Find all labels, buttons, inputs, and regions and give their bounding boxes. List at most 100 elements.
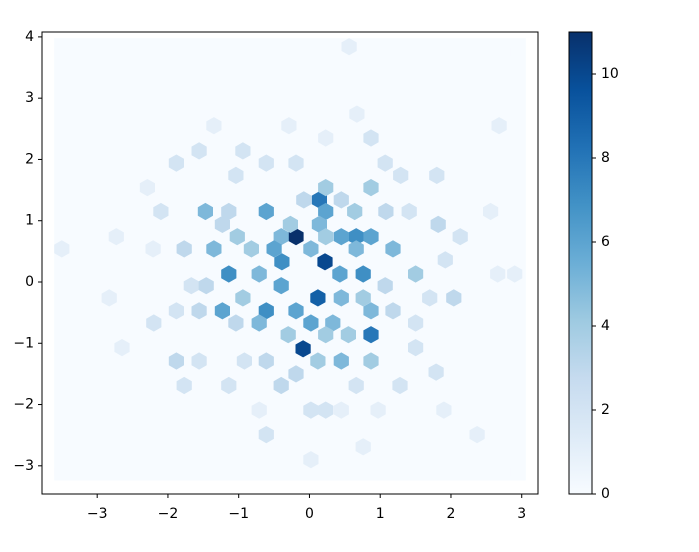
- hex-cell: [139, 179, 155, 197]
- hex-cell: [197, 202, 213, 221]
- hex-cell: [333, 191, 349, 209]
- hex-cell: [54, 463, 70, 481]
- axes-frame: [41, 31, 539, 495]
- hex-cell: [258, 352, 274, 370]
- y-tick-label: −2: [13, 397, 34, 413]
- colorbar: [568, 31, 593, 495]
- y-tick-label: 2: [25, 151, 34, 167]
- hex-cell: [355, 289, 371, 307]
- hex-cell: [214, 215, 230, 233]
- hex-cell: [408, 314, 424, 332]
- hex-cell: [333, 228, 349, 246]
- hex-cell: [348, 240, 364, 258]
- hex-cell: [363, 302, 379, 320]
- hex-cell: [281, 117, 297, 135]
- y-tick-label: 3: [25, 90, 34, 106]
- x-tick-label: 1: [376, 506, 385, 522]
- hex-cell: [198, 277, 214, 295]
- hex-cell: [452, 228, 468, 246]
- colorbar-tick-label: 6: [601, 234, 610, 250]
- hex-cell: [206, 240, 222, 258]
- hex-cell: [168, 352, 184, 370]
- hex-cell: [370, 401, 386, 419]
- hex-cell: [258, 202, 274, 221]
- hex-cell: [251, 265, 267, 283]
- hex-cell: [347, 202, 363, 221]
- hex-cell: [363, 326, 379, 344]
- hex-cell: [408, 265, 424, 283]
- hex-cell: [317, 253, 333, 271]
- hex-cell: [228, 314, 244, 332]
- hex-cell: [191, 302, 207, 320]
- hex-cell: [408, 339, 424, 357]
- hex-cell: [303, 401, 319, 419]
- y-tick-label: −3: [13, 458, 34, 474]
- hex-cell: [273, 277, 289, 295]
- hex-cell: [295, 340, 311, 358]
- hex-cell: [333, 352, 349, 370]
- hex-cell: [206, 117, 222, 135]
- hex-cell: [318, 202, 334, 221]
- hex-cell: [274, 253, 290, 271]
- hex-cell: [243, 240, 259, 258]
- hex-cell: [54, 43, 70, 61]
- hex-cell: [377, 277, 393, 295]
- x-tick-label: −3: [87, 506, 108, 522]
- hex-cell: [510, 463, 526, 481]
- hex-cell: [221, 202, 237, 221]
- hex-cell: [429, 166, 445, 184]
- plot-area: [54, 38, 526, 481]
- hex-cell: [311, 191, 327, 209]
- hex-cell: [340, 326, 356, 344]
- y-tick-label: 1: [25, 213, 34, 229]
- hex-cell: [282, 215, 298, 233]
- hex-cell: [385, 302, 401, 320]
- hex-cell: [363, 179, 379, 197]
- hex-cell: [146, 314, 162, 332]
- hex-cell: [332, 265, 348, 283]
- hex-cell: [392, 376, 408, 395]
- colorbar-tick-label: 0: [601, 486, 610, 502]
- hex-cell: [446, 289, 462, 307]
- hex-cell: [318, 401, 334, 419]
- hex-cell: [273, 376, 289, 395]
- hex-cell: [288, 365, 304, 383]
- hex-cell: [273, 228, 289, 246]
- hex-cell: [333, 401, 349, 419]
- hex-cell: [258, 426, 274, 444]
- hex-cell: [280, 326, 296, 344]
- x-tick-label: 0: [305, 506, 314, 522]
- hex-cell: [296, 191, 312, 209]
- hex-cell: [114, 339, 130, 357]
- hex-cell: [318, 129, 334, 147]
- hex-cell: [318, 179, 334, 197]
- colorbar-tick-label: 4: [601, 318, 610, 334]
- colorbar-tick-label: 2: [601, 402, 610, 418]
- hex-cell: [507, 265, 523, 283]
- hex-cell: [229, 228, 245, 246]
- hex-cell: [266, 240, 282, 258]
- hex-cell: [303, 451, 319, 469]
- hex-cell: [221, 376, 237, 395]
- hex-cell: [183, 277, 199, 295]
- hex-cell: [108, 228, 124, 246]
- hex-cell: [288, 228, 304, 246]
- hex-cell: [235, 142, 251, 160]
- hex-cell: [236, 352, 252, 370]
- hex-cell: [393, 166, 409, 184]
- hex-cell: [251, 401, 267, 419]
- hex-cell: [318, 228, 334, 246]
- hex-cell: [54, 240, 70, 258]
- hex-cell: [258, 302, 274, 320]
- hex-cell: [422, 289, 438, 307]
- hex-cell: [191, 352, 207, 370]
- hex-cell: [469, 426, 485, 444]
- hex-cell: [378, 202, 394, 221]
- hex-cell: [363, 129, 379, 147]
- hex-cell: [311, 215, 327, 233]
- hex-cell: [258, 154, 274, 172]
- hex-cell: [251, 314, 267, 332]
- hex-cell: [363, 352, 379, 370]
- hex-cell: [318, 326, 334, 344]
